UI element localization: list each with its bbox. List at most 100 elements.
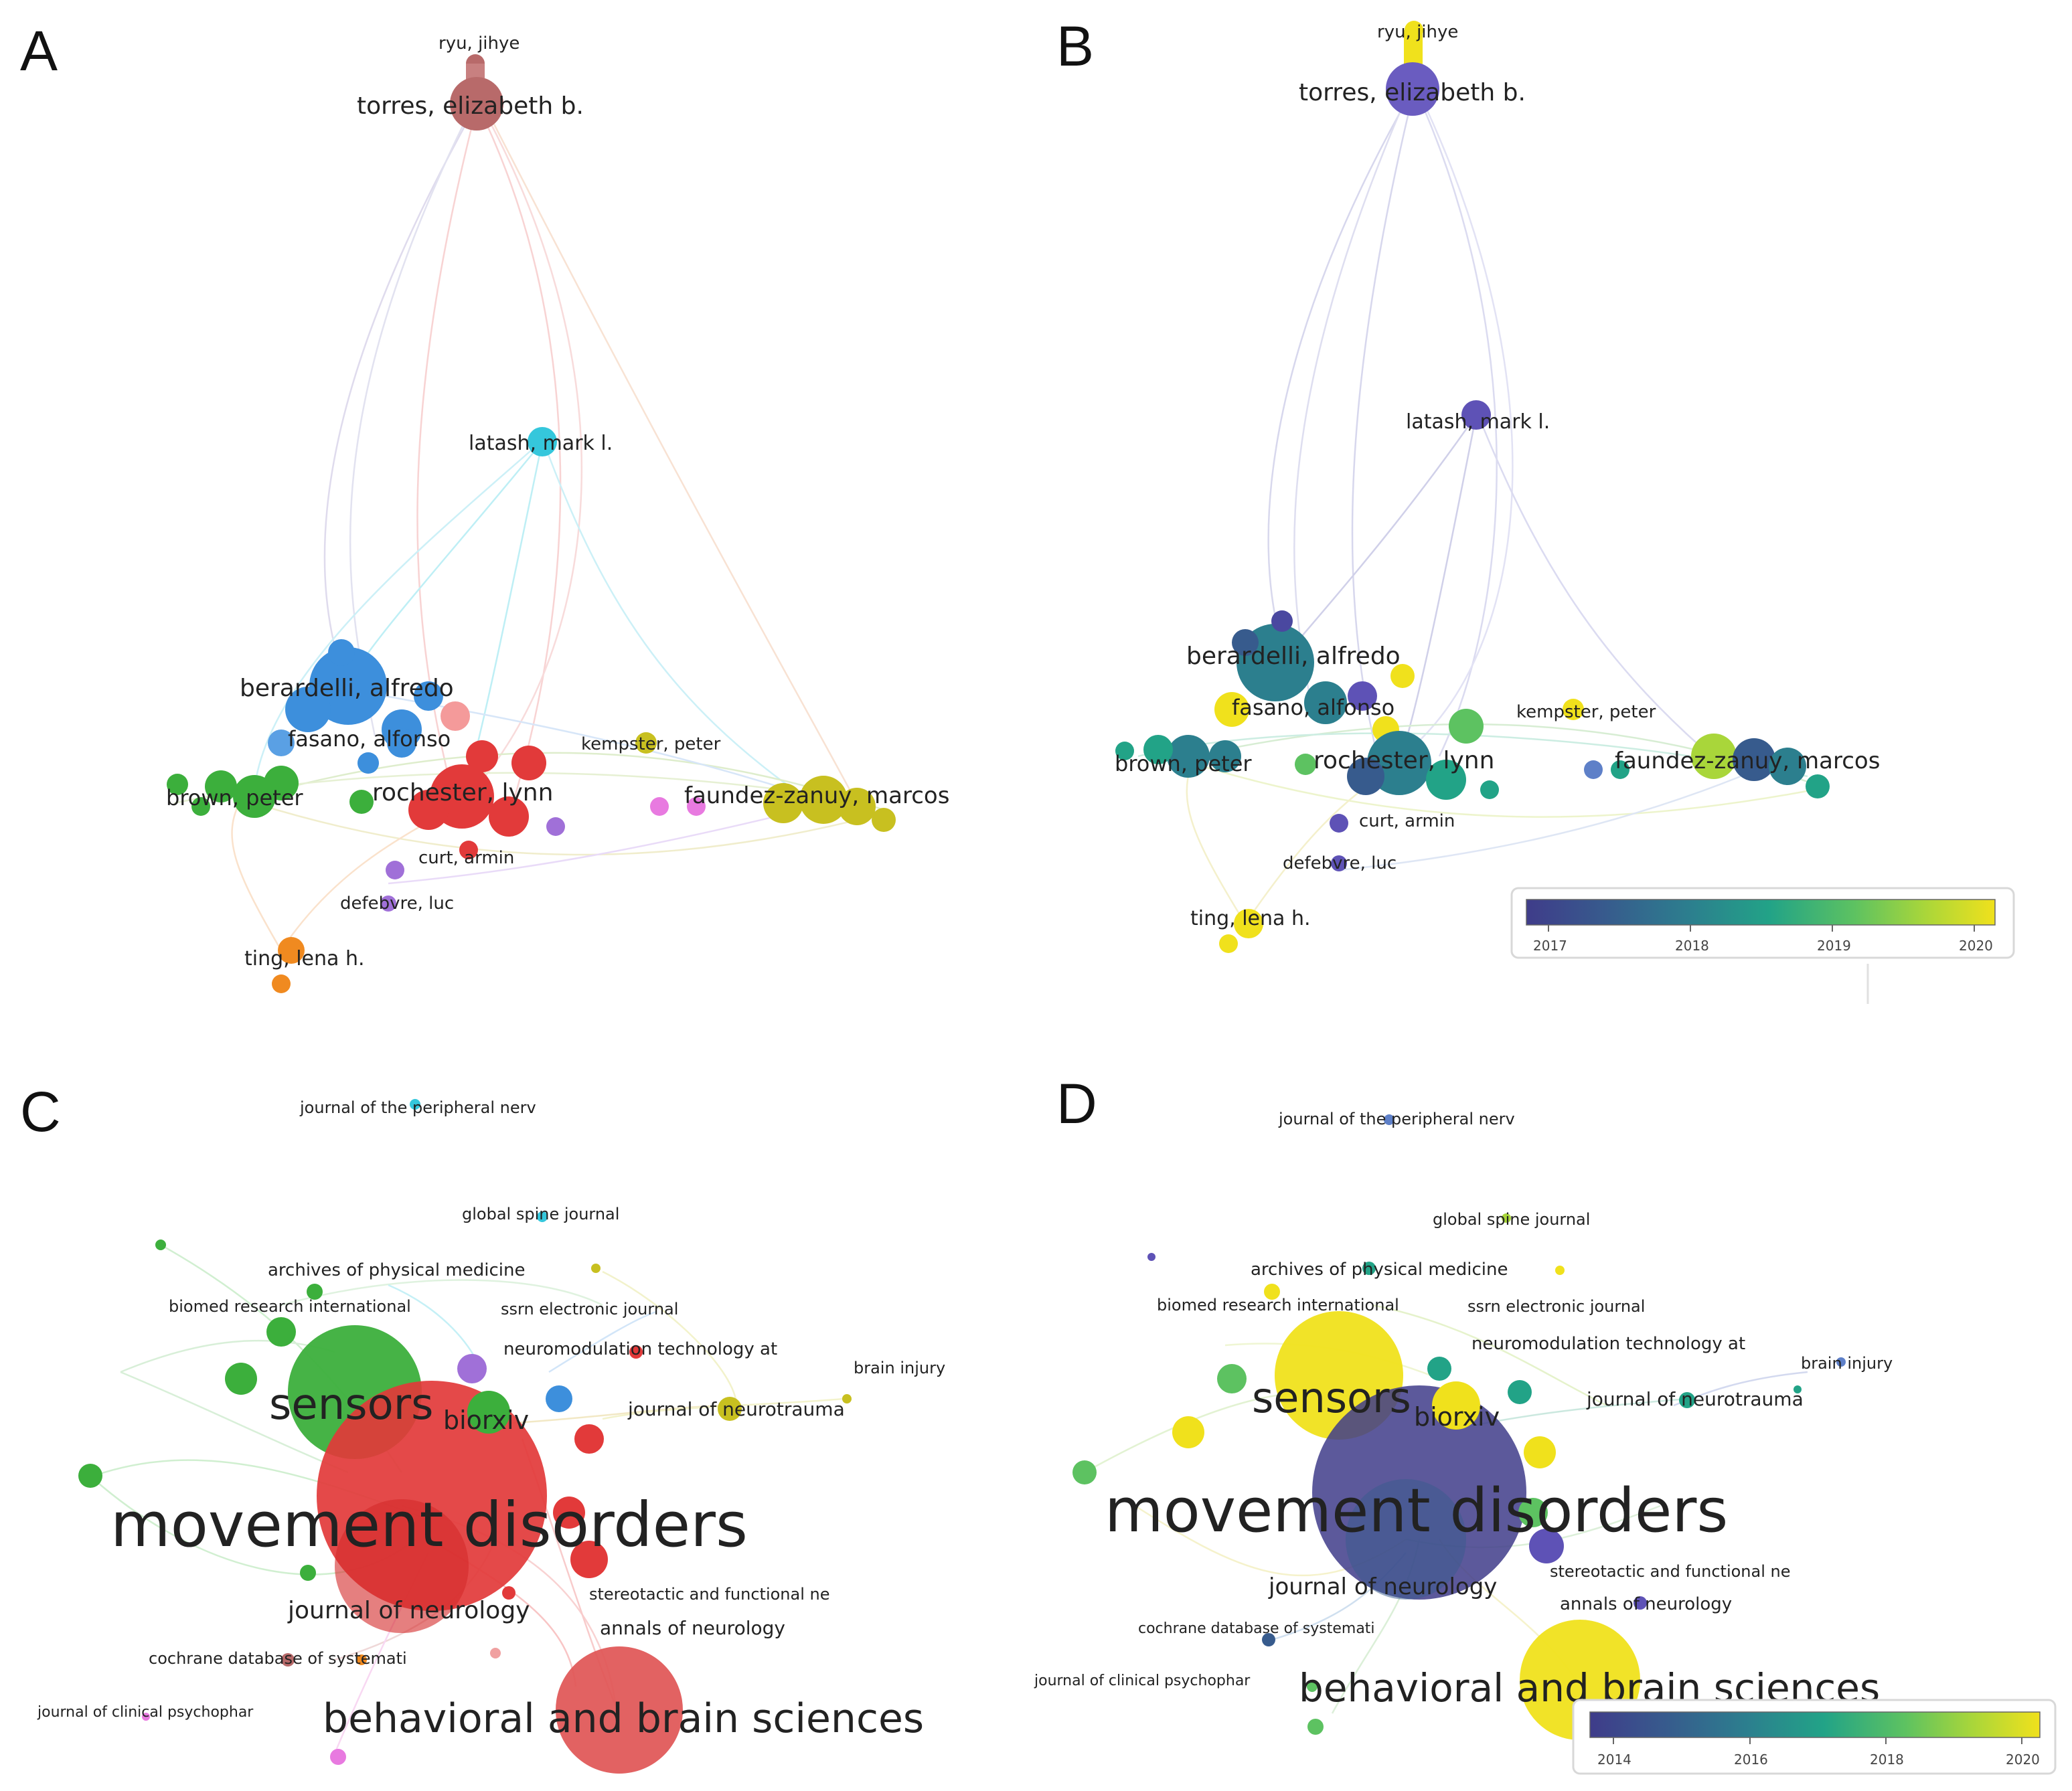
node-b-19 — [1733, 738, 1775, 781]
label-b-ting: ting, lena h. — [1190, 907, 1311, 930]
label-b-faundez: faundez-zanuy, marcos — [1615, 748, 1880, 774]
label-c-bbs: behavioral and brain sciences — [323, 1695, 924, 1742]
node-b-brown — [1167, 735, 1210, 778]
label-d-neuromod: neuromodulation technology at — [1471, 1334, 1745, 1354]
label-a-latash: latash, mark l. — [469, 432, 613, 455]
node-d-14 — [1794, 1385, 1802, 1393]
label-c-biorxiv: biorxiv — [443, 1405, 529, 1435]
panel-c-network: journal of the peripheral nerv global sp… — [37, 1098, 945, 1774]
node-d-6 — [1524, 1436, 1556, 1468]
label-a-curt: curt, armin — [418, 848, 514, 868]
node-green-4 — [167, 774, 188, 795]
node-d-archives — [1264, 1284, 1280, 1300]
label-b-rochester: rochester, lynn — [1313, 747, 1494, 774]
label-c-neurotrauma: journal of neurotrauma — [627, 1398, 845, 1420]
panel-b-network: ryu, jihye torres, elizabeth b. latash, … — [1115, 21, 2015, 1004]
label-b-latash: latash, mark l. — [1406, 410, 1550, 434]
node-c-psychophar — [142, 1713, 150, 1721]
node-d-peripheral — [1384, 1114, 1394, 1125]
panel-letter-b: B — [1056, 15, 1094, 78]
label-d-archives: archives of physical medicine — [1251, 1260, 1508, 1280]
label-c-brain-injury: brain injury — [854, 1359, 945, 1377]
node-pink-2 — [687, 797, 706, 816]
node-red-3 — [489, 796, 529, 837]
label-c-psychophar: journal of clinical psychophar — [37, 1704, 254, 1721]
panel-d-network: journal of the peripheral nerv global sp… — [1034, 1110, 2057, 1775]
panel-letter-d: D — [1056, 1072, 1097, 1135]
panel-letter-a: A — [20, 19, 58, 82]
node-c-pink-2 — [330, 1749, 346, 1765]
panel-a-nodes — [167, 54, 896, 993]
panel-d-colorbar: 2014 2016 2018 2020 — [1572, 1699, 2057, 1775]
label-c-ssrn: ssrn electronic journal — [501, 1300, 678, 1318]
colorbar-b-tick-2020: 2020 — [1959, 938, 1993, 954]
node-b-18 — [1611, 760, 1629, 779]
label-b-torres: torres, elizabeth b. — [1299, 79, 1526, 106]
node-b-curt — [1330, 814, 1348, 833]
label-c-spine: global spine journal — [462, 1205, 619, 1223]
label-d-biomed: biomed research international — [1157, 1296, 1399, 1314]
node-red-2 — [408, 790, 449, 830]
label-d-ssrn: ssrn electronic journal — [1467, 1297, 1645, 1316]
node-d-13 — [1307, 1719, 1324, 1735]
node-b-2 — [1232, 629, 1259, 656]
label-d-psychophar: journal of clinical psychophar — [1034, 1673, 1251, 1689]
node-b-12 — [1209, 740, 1241, 772]
label-d-neurotrauma: journal of neurotrauma — [1586, 1388, 1804, 1410]
node-pink-1 — [650, 797, 669, 816]
node-b-5 — [1348, 681, 1377, 711]
label-c-biomed: biomed research international — [169, 1297, 411, 1316]
node-blue-7 — [357, 752, 379, 774]
label-d-biorxiv: biorxiv — [1414, 1402, 1500, 1432]
node-d-annals — [1633, 1596, 1647, 1610]
node-red-7 — [459, 841, 478, 859]
node-b-16 — [1480, 780, 1499, 799]
node-c-biorxiv — [467, 1391, 510, 1434]
label-d-cochrane: cochrane database of systemati — [1138, 1620, 1375, 1637]
node-c-stereo — [502, 1586, 515, 1600]
node-blue-2 — [285, 687, 331, 732]
panel-c-nodes — [78, 1099, 852, 1774]
colorbar-b-gradient — [1526, 899, 1996, 926]
node-c-orange — [356, 1654, 367, 1665]
label-b-fasano: fasano, alfonso — [1232, 695, 1394, 720]
label-b-ryu: ryu, jihye — [1377, 22, 1458, 42]
node-c-brain-injury — [842, 1394, 852, 1403]
node-c-green-3 — [266, 1317, 296, 1347]
node-c-neuromod — [629, 1345, 643, 1359]
node-b-ting — [1234, 909, 1263, 938]
node-d-7 — [1217, 1364, 1247, 1393]
label-b-kempster: kempster, peter — [1516, 702, 1656, 722]
node-c-bbs — [556, 1646, 683, 1774]
node-b-20 — [1769, 748, 1806, 785]
label-c-peripheral: journal of the peripheral nerv — [299, 1098, 536, 1117]
node-b-6 — [1214, 692, 1249, 727]
node-d-8 — [1172, 1416, 1204, 1448]
panel-c-labels: journal of the peripheral nerv global sp… — [37, 1098, 945, 1742]
panel-a-network: ryu, jihye torres, elizabeth b. latash, … — [166, 33, 949, 993]
node-b-14 — [1347, 758, 1384, 795]
node-green-2 — [205, 770, 237, 802]
label-d-sensors: sensors — [1252, 1373, 1411, 1422]
label-c-movement: movement disorders — [110, 1489, 748, 1561]
label-a-defebvre: defebvre, luc — [340, 893, 454, 914]
node-d-9 — [1072, 1460, 1097, 1484]
label-b-curt: curt, armin — [1359, 811, 1455, 831]
node-green-6 — [191, 797, 210, 816]
label-a-torres: torres, elizabeth b. — [357, 92, 584, 120]
label-c-stereo: stereotactic and functional ne — [589, 1585, 829, 1604]
label-d-movement: movement disorders — [1105, 1476, 1728, 1546]
node-red-4 — [511, 746, 546, 780]
label-d-annals: annals of neurology — [1560, 1594, 1732, 1614]
panel-a-edges — [173, 106, 884, 951]
node-c-peripheral — [410, 1099, 420, 1110]
node-d-ssrn — [1555, 1266, 1565, 1275]
node-b-defebvre — [1331, 855, 1347, 871]
node-b-faundez — [1691, 734, 1737, 779]
node-red-6 — [441, 701, 470, 731]
node-c-blue — [546, 1385, 572, 1412]
label-c-archives: archives of physical medicine — [268, 1260, 525, 1280]
colorbar-b-tick-2018: 2018 — [1675, 938, 1709, 954]
node-b-22 — [1219, 934, 1238, 953]
